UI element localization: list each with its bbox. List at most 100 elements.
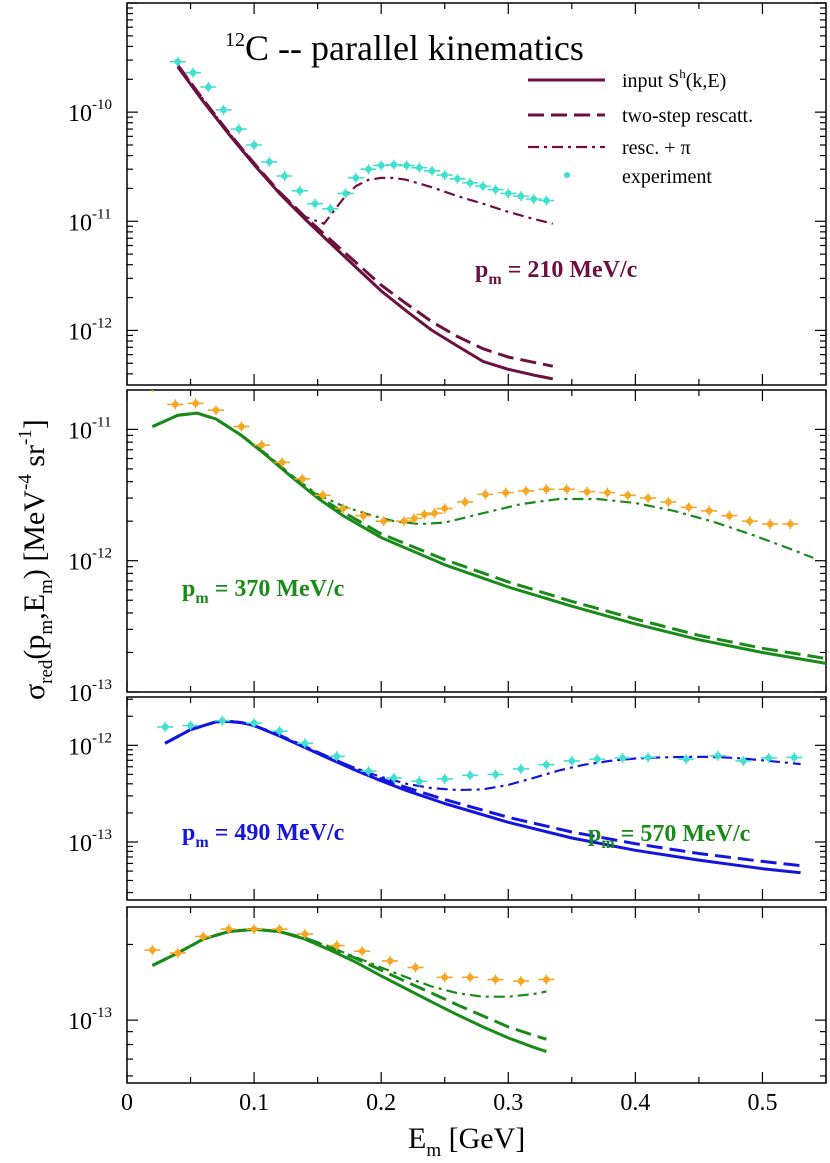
data-point bbox=[709, 750, 726, 761]
data-point bbox=[337, 188, 354, 199]
data-point bbox=[760, 752, 777, 763]
panel-pm570: 10-13 pm = 570 MeV/c 0 0.1 0.2 0.3 0.4 0.5 bbox=[68, 821, 827, 1116]
data-point bbox=[424, 165, 441, 176]
data-point bbox=[678, 754, 695, 765]
series-line-dashdot bbox=[151, 928, 547, 998]
data-point bbox=[182, 720, 199, 731]
data-point bbox=[407, 962, 424, 973]
data-point bbox=[347, 172, 364, 183]
data-point bbox=[355, 510, 372, 521]
data-point bbox=[436, 170, 453, 181]
data-point bbox=[307, 198, 324, 209]
data-point bbox=[487, 974, 504, 985]
data-point bbox=[360, 164, 377, 175]
data-point bbox=[619, 490, 636, 501]
panel-frame bbox=[126, 906, 827, 1084]
data-point bbox=[614, 752, 631, 763]
y-tick-label: 10-11 bbox=[68, 414, 111, 444]
y-tick-label: 10-12 bbox=[68, 315, 112, 345]
data-point bbox=[660, 496, 677, 507]
data-point bbox=[462, 770, 479, 781]
legend-label-experiment: experiment bbox=[622, 166, 712, 188]
panel-frame bbox=[126, 2, 827, 386]
data-point bbox=[701, 505, 718, 516]
y-tick-label: 10-12 bbox=[68, 730, 112, 760]
data-point bbox=[169, 56, 186, 67]
y-tick-label: 10-13 bbox=[68, 827, 112, 857]
data-point bbox=[563, 755, 580, 766]
data-point bbox=[328, 751, 345, 762]
panel-frame bbox=[126, 696, 827, 901]
data-point bbox=[291, 185, 308, 196]
series-line-dashed bbox=[164, 719, 801, 868]
panel-pm210: 10-10 10-11 10-12 pm = 210 MeV/c bbox=[68, 2, 827, 386]
data-point bbox=[157, 721, 174, 732]
legend-label-pion: resc. + π bbox=[622, 137, 691, 159]
data-point bbox=[640, 752, 657, 763]
series-line-solid bbox=[151, 927, 547, 1054]
series-line-solid bbox=[164, 719, 801, 875]
data-point bbox=[474, 181, 491, 192]
data-point bbox=[426, 508, 443, 519]
series-line-dashdot bbox=[151, 412, 814, 559]
data-point bbox=[436, 773, 453, 784]
data-point bbox=[512, 191, 529, 202]
data-point bbox=[167, 399, 184, 410]
legend-label-rescatt: two-step rescatt. bbox=[622, 105, 753, 127]
panel-pm370: 10-11 10-12 10-13 pm = 370 MeV/c bbox=[68, 389, 827, 707]
series-line-solid bbox=[176, 66, 554, 381]
x-tick-label: 0.2 bbox=[366, 1090, 396, 1116]
x-tick-label: 0.4 bbox=[620, 1090, 650, 1116]
title-text: C -- parallel kinematics bbox=[245, 28, 584, 68]
data-point bbox=[512, 763, 529, 774]
y-tick-label: 10-13 bbox=[68, 677, 112, 707]
panel-label: pm = 570 MeV/c bbox=[588, 821, 751, 852]
data-point bbox=[385, 772, 402, 783]
data-point bbox=[741, 516, 758, 527]
data-point bbox=[246, 718, 263, 729]
chart-title: 12C -- parallel kinematics bbox=[225, 28, 584, 68]
data-point bbox=[786, 752, 803, 763]
data-point bbox=[276, 170, 293, 181]
series-line-dashed bbox=[176, 64, 554, 368]
data-point bbox=[246, 924, 263, 935]
data-point bbox=[335, 503, 352, 514]
data-point bbox=[538, 195, 555, 206]
data-point bbox=[314, 490, 331, 501]
data-point bbox=[296, 738, 313, 749]
data-point bbox=[589, 754, 606, 765]
series-line-solid bbox=[151, 411, 826, 665]
data-point bbox=[411, 162, 428, 173]
data-point bbox=[215, 104, 232, 115]
data-point bbox=[360, 766, 377, 777]
data-point bbox=[195, 931, 212, 942]
data-point bbox=[512, 976, 529, 987]
panel-label: pm = 210 MeV/c bbox=[475, 257, 638, 288]
data-point bbox=[354, 946, 371, 957]
series-line-dashed bbox=[151, 927, 547, 1041]
data-point bbox=[382, 955, 399, 966]
data-point bbox=[230, 124, 247, 135]
data-point bbox=[185, 67, 202, 78]
y-tick-label: 10-12 bbox=[68, 546, 112, 576]
legend-marker-experiment bbox=[564, 172, 570, 178]
data-point bbox=[406, 513, 423, 524]
data-point bbox=[246, 139, 263, 150]
data-point bbox=[200, 81, 217, 92]
legend: input Sh(k,E) two-step rescatt. resc. + … bbox=[528, 66, 753, 188]
panel-frame bbox=[126, 389, 827, 693]
data-point bbox=[500, 188, 517, 199]
y-axis-label: σred(pm,Em) [MeV-4 sr-1] bbox=[15, 419, 57, 700]
data-point bbox=[214, 715, 231, 726]
data-point bbox=[457, 496, 474, 507]
data-point bbox=[436, 972, 453, 983]
data-point bbox=[735, 755, 752, 766]
data-point bbox=[477, 489, 494, 500]
data-point bbox=[375, 516, 392, 527]
data-point bbox=[579, 486, 596, 497]
data-point bbox=[398, 160, 415, 171]
data-point bbox=[144, 945, 161, 956]
data-point bbox=[721, 510, 738, 521]
